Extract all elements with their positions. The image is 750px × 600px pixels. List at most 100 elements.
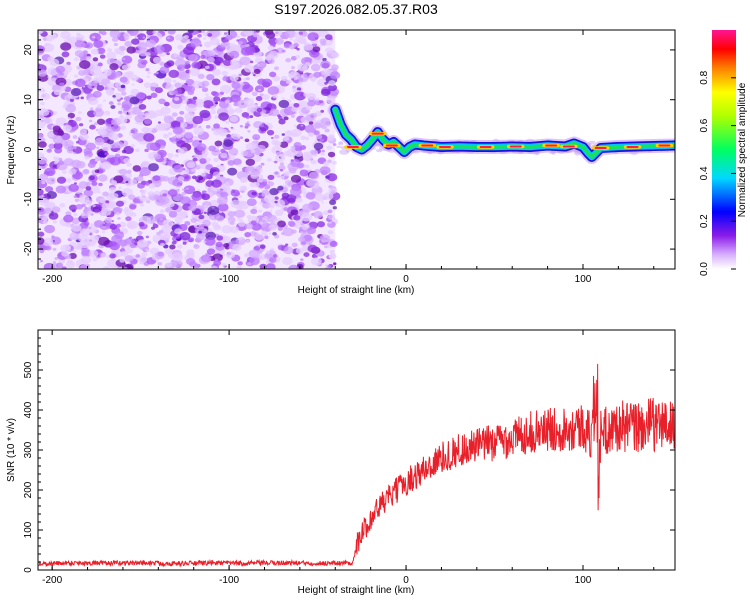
noise-blob	[253, 68, 261, 74]
noise-blob	[38, 133, 44, 141]
noise-blob	[90, 67, 102, 76]
noise-blob	[55, 262, 64, 269]
noise-blob	[187, 138, 193, 143]
noise-blob	[70, 241, 77, 247]
noise-blob	[120, 107, 124, 110]
noise-blob	[54, 147, 63, 154]
noise-blob	[230, 126, 234, 129]
noise-blob	[120, 84, 126, 89]
noise-blob	[210, 265, 218, 269]
noise-blob	[82, 40, 86, 43]
noise-blob	[96, 85, 105, 91]
noise-blob	[112, 94, 116, 98]
noise-blob	[272, 232, 277, 236]
noise-blob	[125, 216, 132, 222]
noise-blob	[119, 125, 127, 131]
noise-blob	[92, 57, 99, 62]
noise-blob	[268, 257, 277, 264]
noise-blob	[246, 239, 250, 243]
noise-blob	[213, 96, 221, 102]
noise-blob	[250, 208, 258, 215]
noise-blob	[92, 35, 96, 39]
noise-blob	[130, 128, 138, 134]
x-tick-label: -200	[42, 575, 62, 586]
noise-blob	[172, 126, 183, 135]
noise-blob	[238, 221, 246, 227]
noise-blob	[123, 157, 131, 164]
noise-blob	[124, 40, 133, 47]
noise-blob	[38, 156, 48, 165]
noise-blob	[143, 133, 155, 142]
noise-blob	[39, 249, 45, 254]
noise-blob	[94, 169, 100, 174]
noise-blob	[65, 222, 72, 228]
noise-blob	[229, 74, 239, 82]
noise-blob	[281, 133, 285, 136]
noise-blob	[40, 101, 45, 106]
noise-blob	[103, 99, 106, 102]
noise-blob	[137, 239, 148, 248]
noise-blob	[252, 134, 261, 141]
noise-blob	[240, 178, 247, 183]
noise-blob	[283, 116, 289, 121]
noise-blob	[68, 183, 80, 192]
noise-blob	[176, 201, 182, 206]
noise-blob	[236, 39, 240, 42]
noise-blob	[314, 131, 318, 134]
noise-blob	[53, 89, 62, 96]
noise-blob	[229, 225, 239, 234]
noise-blob	[283, 43, 291, 49]
noise-blob	[265, 263, 276, 269]
noise-blob	[226, 156, 231, 160]
noise-blob	[198, 86, 202, 89]
noise-blob	[296, 87, 302, 91]
noise-blob	[198, 125, 202, 129]
noise-blob	[274, 134, 280, 139]
noise-blob	[176, 116, 184, 123]
noise-blob	[46, 177, 56, 185]
noise-blob	[151, 129, 157, 134]
noise-blob	[127, 222, 135, 229]
noise-blob	[42, 237, 54, 247]
noise-blob	[85, 142, 96, 151]
noise-blob	[148, 163, 159, 172]
noise-blob	[116, 116, 128, 125]
noise-blob	[159, 217, 163, 221]
noise-blob	[212, 69, 222, 76]
noise-blob	[123, 96, 131, 102]
spectrogram-signal-track	[328, 102, 675, 164]
noise-blob	[245, 77, 250, 81]
noise-blob	[51, 206, 61, 213]
noise-blob	[225, 34, 233, 41]
noise-blob	[313, 180, 318, 184]
noise-blob	[279, 168, 284, 172]
noise-blob	[321, 201, 325, 204]
noise-blob	[220, 84, 232, 94]
noise-blob	[104, 110, 111, 116]
noise-blob	[38, 237, 45, 245]
noise-blob	[38, 87, 45, 93]
noise-blob	[262, 94, 270, 100]
noise-blob	[205, 157, 211, 162]
noise-blob	[64, 140, 74, 148]
noise-blob	[124, 207, 130, 211]
noise-blob	[152, 30, 157, 34]
noise-blob	[155, 87, 163, 94]
noise-blob	[320, 117, 331, 126]
noise-blob	[211, 78, 221, 86]
noise-blob	[140, 189, 147, 194]
noise-blob	[179, 110, 185, 115]
noise-blob	[180, 82, 185, 86]
noise-blob	[89, 107, 94, 111]
noise-blob	[154, 213, 167, 223]
noise-blob	[276, 151, 281, 156]
noise-blob	[214, 52, 219, 55]
noise-blob	[322, 57, 327, 62]
noise-blob	[203, 37, 207, 40]
noise-blob	[92, 257, 98, 262]
noise-blob	[96, 118, 106, 125]
noise-blob	[131, 132, 141, 140]
noise-blob	[245, 115, 250, 119]
x-tick-label: 0	[403, 274, 409, 285]
noise-blob	[250, 149, 256, 154]
